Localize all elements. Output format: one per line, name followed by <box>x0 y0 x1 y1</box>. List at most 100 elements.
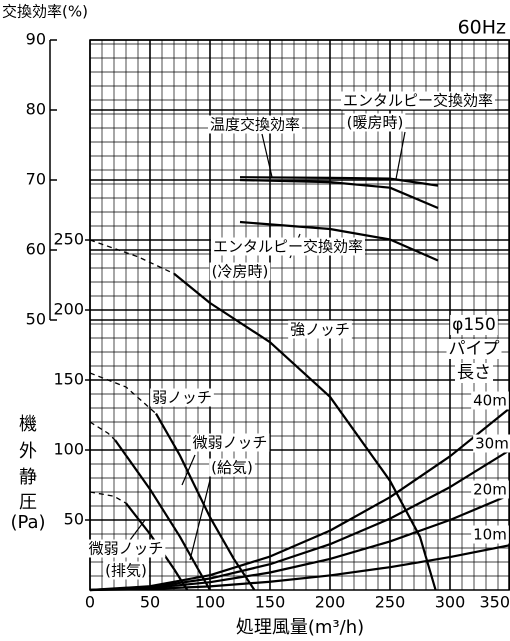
label-bg <box>86 539 166 558</box>
label-group: 温度交換効率 <box>207 115 303 134</box>
series-line <box>155 413 256 591</box>
series-label: 弱ノッチ <box>152 389 212 407</box>
series-label: (暖房時) <box>347 114 404 132</box>
y-tick-label: 100 <box>53 440 84 459</box>
label-group: エンタルピー交換効率 <box>210 237 366 256</box>
label-group: (冷房時) <box>209 262 271 281</box>
label-group: パイプ <box>446 339 502 359</box>
series-label: 微弱ノッチ <box>89 540 164 558</box>
label-group: 微弱ノッチ <box>190 433 270 452</box>
leader-line <box>129 519 146 541</box>
label-bg <box>450 315 498 335</box>
series-label: 強ノッチ <box>290 321 350 339</box>
series-label: 10m <box>473 526 507 544</box>
label-group: 30m <box>473 434 510 453</box>
y2-tick-label: 50 <box>26 310 46 329</box>
leader-line <box>189 479 211 561</box>
leader-line <box>261 133 273 178</box>
x-tick-label: 150 <box>255 593 286 612</box>
series-label: 長さ <box>457 363 491 383</box>
series-label: 20m <box>473 481 507 499</box>
series-label: 微弱ノッチ <box>193 434 268 452</box>
label-group: 20m <box>471 480 509 499</box>
series-label: φ150 <box>452 315 496 335</box>
series-label: (給気) <box>211 459 253 477</box>
y-tick-label: 150 <box>53 370 84 389</box>
series-line <box>89 449 510 592</box>
y-axis-label: 機 <box>19 414 37 435</box>
chart-title: 交換効率(%) <box>2 3 88 21</box>
x-tick-label: 250 <box>375 593 406 612</box>
series-label: 30m <box>475 435 509 453</box>
y-tick-label: 200 <box>53 300 84 319</box>
y-axis-label: 圧 <box>19 492 37 513</box>
label-group: 10m <box>471 525 509 544</box>
y-tick-label: 50 <box>64 510 84 529</box>
series-label: エンタルピー交換効率 <box>213 238 363 256</box>
series-line <box>89 239 175 275</box>
series-line <box>239 176 439 187</box>
label-group: 弱ノッチ <box>150 388 214 407</box>
label-bg <box>103 561 149 580</box>
y-axis-label: (Pa) <box>10 512 45 533</box>
leader-line <box>181 454 196 486</box>
plot-border <box>89 39 510 591</box>
label-bg <box>455 363 493 383</box>
x-tick-label: 0 <box>85 593 95 612</box>
annotation: 60Hz <box>458 17 506 39</box>
y-axis-label: 静 <box>19 467 37 488</box>
label-bg <box>150 388 214 407</box>
label-bg <box>471 525 509 544</box>
x-axis-label: 処理風量(m³/h) <box>236 617 364 638</box>
series-label: 40m <box>473 392 507 410</box>
label-group: (暖房時) <box>344 113 406 132</box>
label-group: 微弱ノッチ <box>86 539 166 558</box>
series-label: パイプ <box>449 339 500 359</box>
y2-tick-label: 70 <box>26 170 46 189</box>
series-line <box>239 178 439 210</box>
series-line <box>173 272 437 591</box>
y2-tick-label: 90 <box>26 30 46 49</box>
label-group: 強ノッチ <box>288 320 352 339</box>
label-group: φ150 <box>450 315 498 335</box>
series-label: エンタルピー交換効率 <box>343 92 493 110</box>
series-line <box>89 372 157 415</box>
label-bg <box>288 320 352 339</box>
series-label: (排気) <box>105 562 147 580</box>
label-bg <box>207 115 303 134</box>
label-bg <box>209 262 271 281</box>
label-bg <box>473 434 510 453</box>
label-group: (排気) <box>103 561 149 580</box>
label-bg <box>446 339 502 359</box>
x-tick-label: 350 <box>479 593 510 612</box>
label-group: エンタルピー交換効率 <box>340 91 496 110</box>
series-line <box>89 493 510 592</box>
label-bg <box>344 113 406 132</box>
y2-tick-label: 80 <box>26 100 46 119</box>
series-label: 温度交換効率 <box>210 116 300 134</box>
label-group: 長さ <box>455 363 493 383</box>
leader-line <box>395 131 406 180</box>
label-group: (給気) <box>209 458 255 477</box>
series-line <box>89 421 116 441</box>
y-tick-label: 250 <box>53 230 84 249</box>
label-bg <box>471 391 509 410</box>
x-tick-label: 300 <box>435 593 466 612</box>
label-bg <box>340 91 496 110</box>
x-tick-label: 200 <box>315 593 346 612</box>
y-axis-label: 外 <box>19 441 37 462</box>
series-line <box>239 220 439 262</box>
label-bg <box>190 433 270 452</box>
label-bg <box>471 480 509 499</box>
series-line <box>89 544 510 592</box>
y2-tick-label: 60 <box>26 240 46 259</box>
label-bg <box>209 458 255 477</box>
series-label: (冷房時) <box>212 263 269 281</box>
series-line <box>89 407 510 592</box>
x-tick-label: 50 <box>140 593 160 612</box>
label-group: 40m <box>471 391 509 410</box>
label-bg <box>210 237 366 256</box>
x-tick-label: 100 <box>195 593 226 612</box>
series-line <box>89 491 127 504</box>
